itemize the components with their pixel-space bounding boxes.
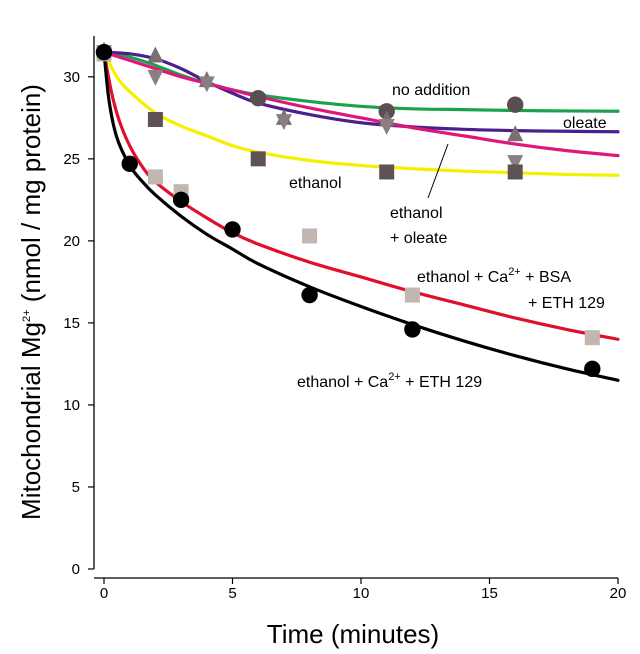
data-point [147,69,164,86]
series-labels: no addition oleate ethanol ethanol + ole… [289,82,607,391]
label-ethanol: ethanol [289,175,342,192]
series-line [102,50,620,177]
x-axis-title: Time (minutes) [267,619,439,649]
data-point [584,330,600,346]
data-point [507,96,524,113]
x-tick-label: 20 [610,585,627,602]
data-point [404,287,420,303]
label-oleate: oleate [563,115,607,132]
label-ethanol-oleate-leader [427,143,449,199]
series-line [102,50,620,158]
y-axis-title: Mitochondrial Mg2+ (nmol / mg protein) [16,84,46,520]
label-eth: ethanol + Ca2+ + ETH 129 [297,371,482,391]
curves [102,50,620,382]
label-bsa-line2: + ETH 129 [528,295,605,312]
series-line [102,50,620,113]
data-point [584,360,601,378]
data-point [147,169,163,185]
ticks: 0 5 10 15 20 0 5 10 15 20 25 30 [63,69,626,602]
data-point [301,286,318,304]
y-tick-label: 10 [63,397,80,414]
series-line [102,50,620,134]
x-tick-label: 15 [481,585,498,602]
data-point [172,191,190,209]
x-tick-label: 10 [353,585,370,602]
axes [93,36,618,579]
y-tick-label: 20 [63,233,80,250]
data-point [147,111,163,127]
x-tick-label: 0 [100,585,108,602]
data-point [250,151,266,167]
label-no-addition: no addition [392,82,470,99]
y-tick-label: 15 [63,315,80,332]
y-tick-label: 0 [72,561,80,578]
data-point [507,125,524,142]
data-point [507,164,523,180]
label-ethanol-oleate-line2: + oleate [390,230,447,247]
data-point [378,119,395,136]
data-point [275,114,292,131]
data-point [224,221,241,238]
data-point [507,155,524,172]
y-tick-label: 5 [72,479,80,496]
y-tick-label: 30 [63,69,80,86]
y-tick-label: 25 [63,151,80,168]
markers [95,41,601,378]
series-line [102,50,620,382]
data-point [121,155,138,172]
data-point [198,76,215,93]
label-bsa-line1: ethanol + Ca2+ + BSA [417,266,571,286]
data-point [302,228,318,244]
label-ethanol-oleate-line1: ethanol [390,205,443,222]
x-tick-label: 5 [228,585,236,602]
data-point [379,164,395,180]
data-point [250,89,267,107]
data-point [95,44,113,61]
data-point [147,46,164,63]
data-point [404,321,421,338]
